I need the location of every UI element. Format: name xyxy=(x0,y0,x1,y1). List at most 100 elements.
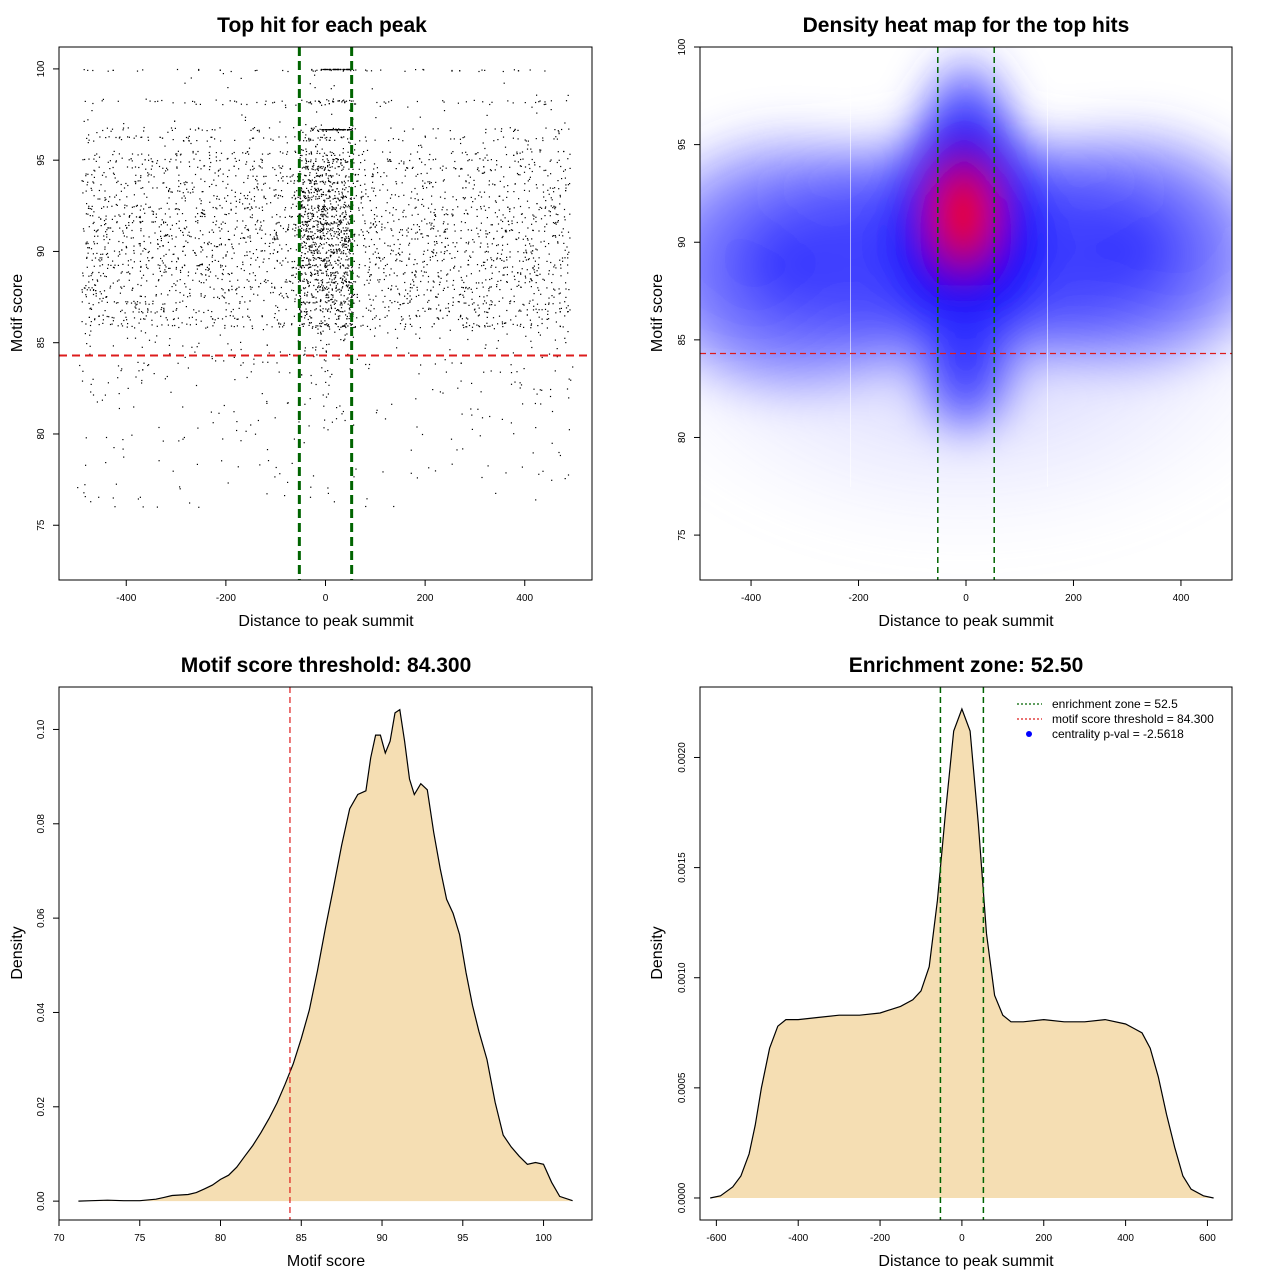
scatter-point xyxy=(114,506,116,508)
scatter-point xyxy=(544,70,546,72)
scatter-point xyxy=(458,301,460,303)
scatter-point xyxy=(302,191,304,193)
scatter-point xyxy=(321,284,323,286)
density-area xyxy=(710,709,1214,1198)
scatter-point xyxy=(215,207,217,209)
scatter-point xyxy=(160,240,162,242)
scatter-point xyxy=(325,173,327,175)
scatter-point xyxy=(311,205,313,207)
scatter-point xyxy=(319,221,321,223)
scatter-point xyxy=(276,214,278,216)
scatter-point xyxy=(112,154,114,156)
scatter-point xyxy=(340,294,342,296)
scatter-point xyxy=(519,309,521,311)
scatter-point xyxy=(347,161,349,163)
scatter-point xyxy=(306,279,308,281)
scatter-point xyxy=(378,281,380,283)
scatter-point xyxy=(111,323,113,325)
scatter-point xyxy=(384,306,386,308)
scatter-point xyxy=(205,274,207,276)
scatter-point xyxy=(446,250,448,252)
scatter-point xyxy=(310,272,313,274)
scatter-point xyxy=(87,247,89,249)
scatter-point xyxy=(328,281,330,283)
scatter-point xyxy=(349,198,351,200)
scatter-point xyxy=(308,266,310,268)
scatter-point xyxy=(199,159,201,162)
y-tick-label: 80 xyxy=(36,428,47,440)
scatter-point xyxy=(99,298,101,300)
scatter-point xyxy=(117,365,120,367)
scatter-point xyxy=(422,261,424,263)
scatter-point xyxy=(470,206,473,208)
scatter-point xyxy=(340,162,342,164)
scatter-point xyxy=(130,158,132,160)
scatter-point xyxy=(569,167,571,169)
scatter-point xyxy=(385,102,387,104)
scatter-point xyxy=(446,228,448,230)
scatter-point xyxy=(401,182,403,184)
scatter-point xyxy=(397,301,399,303)
scatter-point xyxy=(322,311,324,313)
scatter-point xyxy=(488,232,491,234)
scatter-point xyxy=(164,264,166,266)
scatter-point xyxy=(346,255,348,257)
scatter-point xyxy=(97,198,99,200)
scatter-point xyxy=(356,275,358,277)
scatter-point xyxy=(314,273,317,275)
scatter-point xyxy=(417,310,419,312)
scatter-point xyxy=(332,266,334,268)
scatter-point xyxy=(456,449,458,451)
scatter-point xyxy=(568,289,570,291)
scatter-point xyxy=(540,149,542,151)
scatter-point xyxy=(381,226,383,228)
scatter-point xyxy=(325,139,328,141)
scatter-point xyxy=(296,234,298,236)
scatter-point xyxy=(165,253,167,255)
scatter-point xyxy=(247,228,249,230)
scatter-point xyxy=(538,289,540,291)
scatter-point xyxy=(312,129,314,131)
scatter-point xyxy=(501,418,503,420)
scatter-point xyxy=(315,383,317,386)
scatter-point xyxy=(275,231,277,233)
scatter-point xyxy=(315,188,317,191)
scatter-point xyxy=(189,192,192,194)
scatter-point xyxy=(484,268,487,270)
scatter-point xyxy=(234,157,236,160)
scatter-point xyxy=(473,309,476,311)
scatter-point xyxy=(309,281,311,283)
scatter-point xyxy=(532,267,534,269)
scatter-point xyxy=(548,318,550,320)
scatter-point xyxy=(331,229,333,231)
scatter-point xyxy=(392,235,394,237)
scatter-point xyxy=(102,272,104,275)
scatter-point xyxy=(538,309,540,311)
scatter-point xyxy=(355,69,357,71)
scatter-point xyxy=(315,288,317,291)
scatter-point xyxy=(222,257,224,259)
scatter-point xyxy=(239,301,241,303)
scatter-point xyxy=(120,323,123,325)
scatter-point xyxy=(549,395,552,398)
scatter-point xyxy=(215,220,218,222)
scatter-point xyxy=(421,203,423,206)
scatter-point xyxy=(325,296,327,299)
scatter-point xyxy=(225,214,227,216)
scatter-point xyxy=(345,227,347,229)
scatter-point xyxy=(543,169,545,172)
scatter-point xyxy=(503,267,505,269)
scatter-point xyxy=(531,106,533,108)
scatter-point xyxy=(212,422,214,424)
scatter-point xyxy=(345,214,347,216)
scatter-point xyxy=(121,157,123,159)
scatter-point xyxy=(336,407,338,409)
scatter-point xyxy=(447,286,449,288)
scatter-point xyxy=(190,77,192,79)
scatter-point xyxy=(259,464,261,466)
scatter-point xyxy=(364,136,367,138)
scatter-point xyxy=(350,210,352,212)
scatter-point xyxy=(322,234,324,237)
scatter-point xyxy=(171,260,173,263)
scatter-point xyxy=(506,259,508,261)
